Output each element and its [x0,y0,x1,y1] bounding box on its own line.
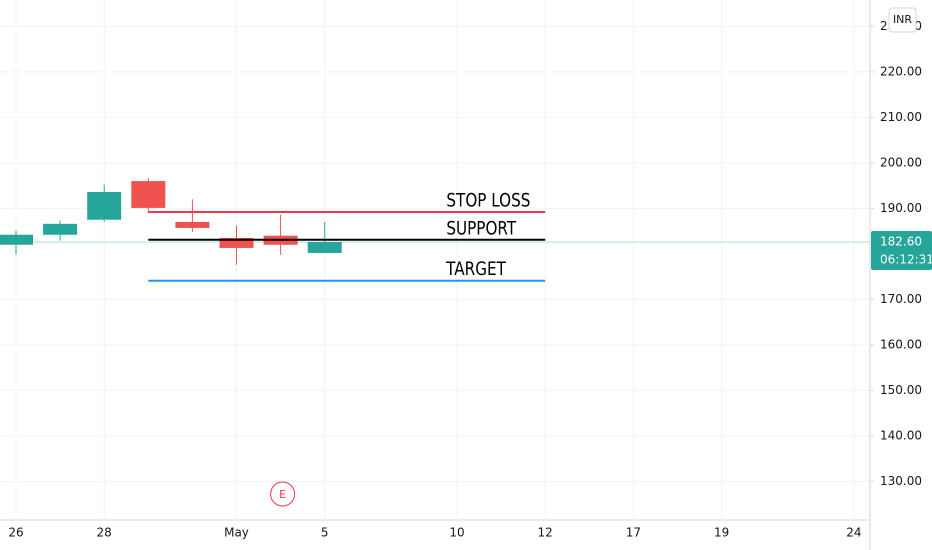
x-tick-label: 24 [846,526,861,540]
candle-body [0,234,33,245]
y-tick-label: 140.00 [880,428,922,442]
y-tick-label: 130.00 [880,474,922,488]
x-tick-label: 28 [97,526,112,540]
x-tick-label: 26 [8,526,23,540]
y-tick-label: 220.00 [880,64,922,78]
level-label: SUPPORT [446,218,516,240]
x-tick-label: 5 [321,526,329,540]
candle-body [219,237,254,248]
countdown: 06:12:31 [880,253,932,267]
y-tick-label: 210.00 [880,110,922,124]
y-tick-label: 170.00 [880,292,922,306]
currency-label: INR [893,13,912,26]
event-marker [270,481,296,507]
candle-body [87,191,122,220]
y-tick-label: 160.00 [880,337,922,351]
y-tick-label: 150.00 [880,383,922,397]
x-tick-label: 10 [449,526,464,540]
price-label: 182.60 [880,235,922,249]
x-tick-label: 17 [626,526,641,540]
event-label: E [279,488,286,501]
candle-body [307,242,342,253]
price-label-box [871,231,932,271]
currency-badge [888,7,917,33]
x-tick-label: 19 [714,526,729,540]
level-label: STOP LOSS [446,190,530,212]
x-tick-label: 12 [538,526,553,540]
x-tick-label: May [224,526,249,540]
level-label: TARGET [445,259,506,281]
y-tick-label: 190.00 [880,201,922,215]
candle-body [43,223,78,235]
y-tick-label: 200.00 [880,155,922,169]
candle-body [175,222,210,228]
candle-body [131,181,166,208]
